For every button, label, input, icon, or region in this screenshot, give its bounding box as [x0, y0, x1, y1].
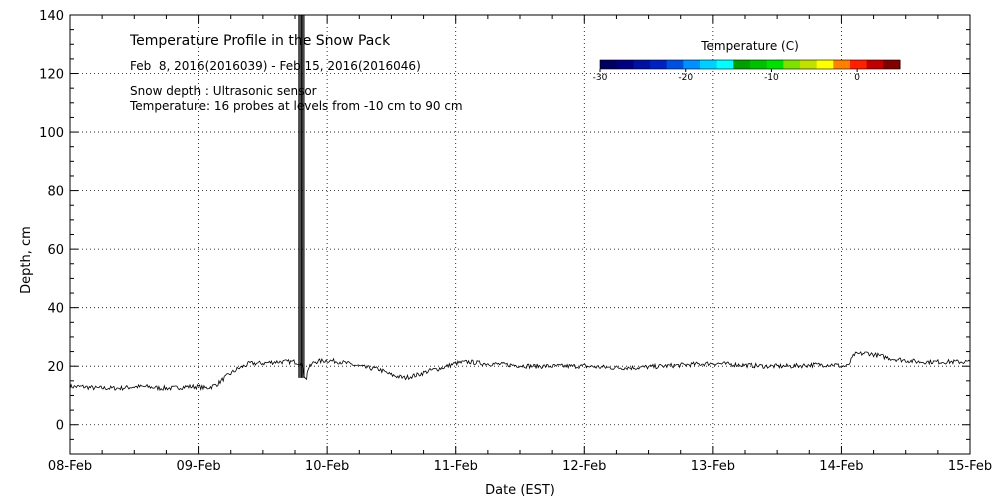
- y-tick-label: 40: [47, 302, 64, 317]
- x-tick-label: 08-Feb: [48, 459, 92, 474]
- colorbar-cell: [700, 60, 718, 69]
- colorbar-cell: [800, 60, 818, 69]
- x-tick-label: 10-Feb: [305, 459, 349, 474]
- colorbar-cell: [750, 60, 768, 69]
- x-tick-label: 11-Feb: [434, 459, 478, 474]
- chart-subtitle: Feb 8, 2016(2016039) - Feb 15, 2016(2016…: [130, 59, 421, 73]
- colorbar-cell: [883, 60, 901, 69]
- x-tick-label: 12-Feb: [562, 459, 606, 474]
- y-tick-label: 120: [39, 68, 64, 83]
- colorbar-cell: [783, 60, 801, 69]
- x-tick-label: 13-Feb: [691, 459, 735, 474]
- colorbar-cell: [833, 60, 851, 69]
- colorbar-title: Temperature (C): [700, 39, 799, 53]
- x-axis-ticks: 08-Feb 09-Feb 10-Feb 11-Feb 12-Feb 13-Feb 14-F…: [48, 15, 992, 474]
- y-axis-label: Depth, cm: [19, 226, 34, 294]
- colorbar-cell: [733, 60, 751, 69]
- colorbar-cell: [666, 60, 684, 69]
- colorbar-tick-label: -30: [593, 73, 608, 83]
- y-tick-label: 60: [47, 243, 64, 258]
- y-tick-label: 20: [47, 360, 64, 375]
- y-tick-label: 140: [39, 9, 64, 24]
- colorbar-ticks: -30 -20 -10 0: [593, 69, 860, 83]
- y-tick-label: 0: [56, 419, 64, 434]
- colorbar-tick-label: -20: [678, 73, 693, 83]
- colorbar-border: [599, 59, 901, 70]
- colorbar-tick-label: -10: [764, 73, 779, 83]
- colorbar-cell: [616, 60, 634, 69]
- colorbar-cells: [599, 59, 901, 70]
- note-snow-depth: Snow depth : Ultrasonic sensor: [130, 84, 317, 98]
- colorbar-cell: [866, 60, 884, 69]
- colorbar-cell: [633, 60, 651, 69]
- x-tick-label: 14-Feb: [819, 459, 863, 474]
- colorbar-cell: [816, 60, 834, 69]
- colorbar-cell: [850, 60, 868, 69]
- temperature-colorbar: Temperature (C) -30 -20 -10 0: [593, 39, 901, 83]
- y-axis-ticks: 0 20 40 60 80 100 120 140: [39, 9, 970, 455]
- x-axis-label: Date (EST): [485, 483, 555, 498]
- y-tick-label: 80: [47, 185, 64, 200]
- note-temperature: Temperature: 16 probes at levels from -1…: [129, 99, 463, 113]
- colorbar-cell: [683, 60, 701, 69]
- colorbar-cell: [716, 60, 734, 69]
- chart-title: Temperature Profile in the Snow Pack: [129, 33, 391, 49]
- colorbar-cell: [766, 60, 784, 69]
- plot-data: [69, 15, 971, 392]
- colorbar-tick-label: 0: [854, 73, 860, 83]
- colorbar-cell: [650, 60, 668, 69]
- y-tick-label: 100: [39, 126, 64, 141]
- x-tick-label: 09-Feb: [176, 459, 220, 474]
- x-tick-label: 15-Feb: [948, 459, 992, 474]
- snow-depth-line: [69, 351, 971, 392]
- colorbar-cell: [600, 60, 618, 69]
